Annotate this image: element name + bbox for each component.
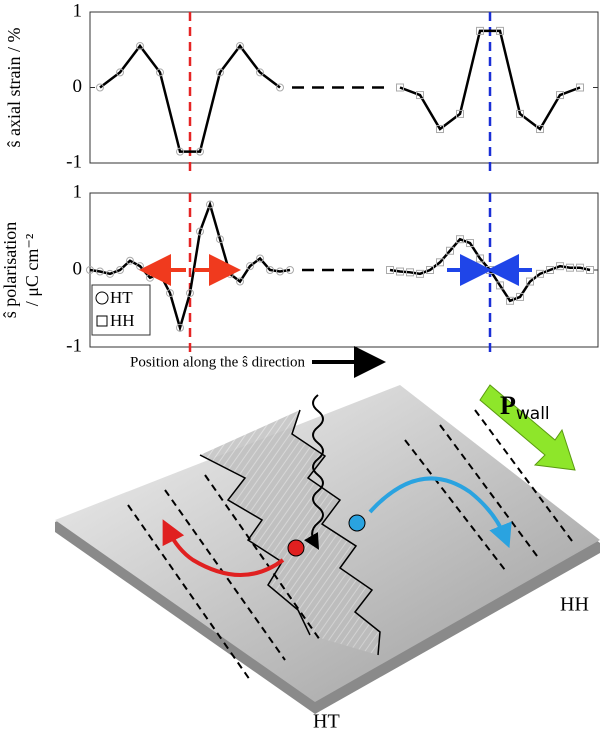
- y-axis-label: / μC cm⁻²: [22, 234, 42, 307]
- p-wall-label: Pwall: [500, 391, 550, 424]
- y-tick-label: 1: [73, 0, 83, 21]
- legend-label: HH: [110, 311, 135, 330]
- figure: -1 0 1 ŝ axial strain / % -1 0 1 ŝ polarisation…: [0, 0, 604, 744]
- y-tick-label: -1: [66, 335, 82, 356]
- y-axis-label: ŝ axial strain / %: [4, 28, 24, 148]
- y-tick-label: 0: [73, 76, 83, 97]
- plots: -1 0 1 ŝ axial strain / % -1 0 1 ŝ polarisation…: [0, 0, 598, 370]
- ht-label: HT: [313, 711, 340, 733]
- y-tick-label: -1: [66, 151, 82, 172]
- y-tick-label: 1: [73, 181, 83, 202]
- y-tick-label: 0: [73, 258, 83, 279]
- legend-label: HT: [110, 288, 133, 307]
- x-axis-label: Position along the ŝ direction: [130, 354, 305, 370]
- hh-label: HH: [560, 594, 589, 616]
- diagram: Pwall HH HT: [55, 385, 600, 733]
- y-axis-label: ŝ polarisation: [0, 222, 20, 319]
- arrows: [155, 270, 532, 362]
